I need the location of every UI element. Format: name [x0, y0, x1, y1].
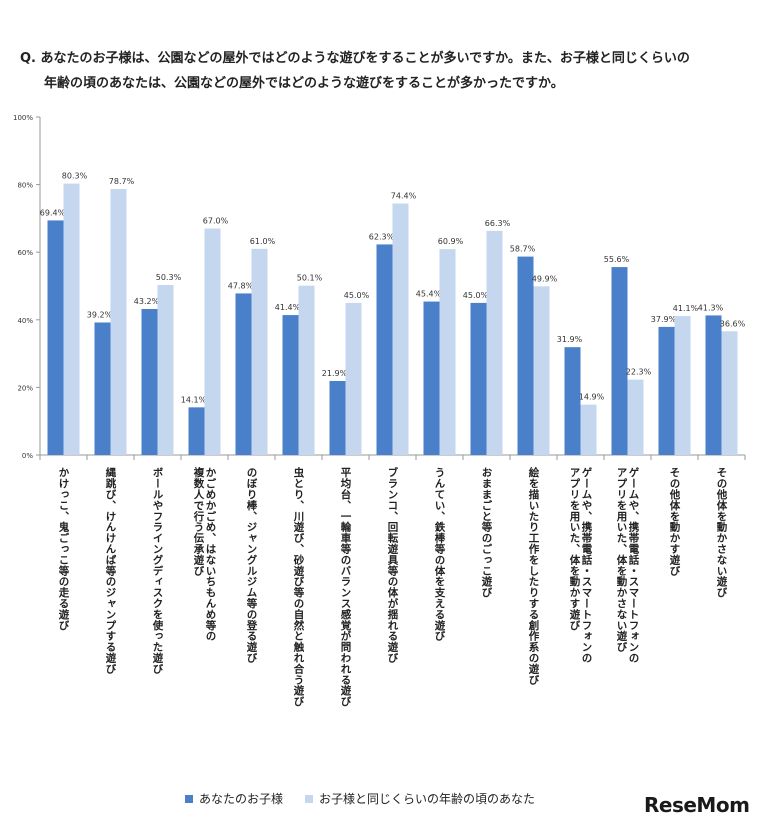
- data-label-children: 41.4%: [275, 303, 301, 312]
- y-tick-label: 20%: [17, 384, 33, 392]
- data-label-parents: 67.0%: [203, 217, 229, 226]
- category-label: ゲームや、携帯電話・スマートフォンの: [628, 466, 640, 663]
- bar-children: [376, 244, 393, 455]
- data-label-parents: 49.9%: [532, 274, 558, 283]
- legend-swatch-parents: [305, 794, 314, 803]
- category-label: のぼり棒、ジャングルジム等の登る遊び: [246, 467, 258, 664]
- bar-parents: [674, 316, 691, 455]
- bar-parents: [251, 248, 268, 455]
- bar-children: [517, 256, 534, 455]
- category-label: かごめかごめ、はないちもんめ等の: [205, 467, 217, 641]
- category-label: 平均台、一輪車等のバランス感覚が問われる遊び: [340, 467, 352, 707]
- y-tick-label: 80%: [17, 182, 33, 190]
- category-label: うんてい、鉄棒等の体を支える遊び: [434, 467, 446, 642]
- data-label-children: 21.9%: [322, 369, 348, 378]
- category-label: アプリを用いた、体を動かす遊び: [569, 467, 581, 631]
- bar-parents: [63, 183, 80, 455]
- bar-children: [658, 326, 675, 455]
- bar-parents: [627, 379, 644, 455]
- bar-parents: [157, 284, 174, 455]
- data-label-children: 47.8%: [228, 281, 254, 290]
- data-label-children: 58.7%: [510, 245, 536, 254]
- data-label-children: 55.6%: [604, 255, 630, 264]
- question-line-1: Q. あなたのお子様は、公園などの屋外ではどのような遊びをすることが多いですか。…: [20, 51, 690, 66]
- category-label: おままごと等のごっこ遊び: [481, 467, 493, 598]
- legend-item-parents: お子様と同じくらいの年齢の頃のあなた: [305, 790, 535, 807]
- bar-children: [235, 293, 252, 455]
- bar-parents: [298, 285, 315, 455]
- bar-children: [329, 380, 346, 455]
- resemom-logo: ReseMom: [644, 793, 750, 817]
- bar-parents: [580, 404, 597, 455]
- data-label-children: 31.9%: [557, 335, 583, 344]
- data-label-children: 41.3%: [698, 303, 724, 312]
- bar-children: [705, 315, 722, 455]
- bar-parents: [345, 302, 362, 455]
- category-label: かけっこ、鬼ごっこ等の走る遊び: [58, 467, 70, 631]
- bar-parents: [110, 188, 127, 455]
- bar-children: [611, 267, 628, 455]
- bar-parents: [721, 331, 738, 455]
- data-label-parents: 61.0%: [250, 237, 276, 246]
- bar-children: [94, 322, 111, 455]
- data-label-parents: 66.3%: [485, 219, 511, 228]
- category-label: アプリを用いた、体を動かさない遊び: [616, 467, 628, 653]
- legend-label-parents: お子様と同じくらいの年齢の頃のあなた: [319, 792, 536, 806]
- bar-children: [141, 308, 158, 455]
- category-label: ブランコ、回転遊具等の体が揺れる遊び: [387, 466, 399, 663]
- chart-legend: あなたのお子様 お子様と同じくらいの年齢の頃のあなた: [185, 790, 535, 807]
- y-tick-label: 100%: [13, 114, 33, 122]
- legend-swatch-children: [185, 794, 193, 803]
- category-label: 虫とり、川遊び、砂遊び等の自然と触れ合う遊び: [293, 466, 305, 707]
- category-label: 複数人で行う伝承遊び: [193, 466, 205, 576]
- legend-label-children: あなたのお子様: [199, 792, 284, 806]
- category-label: その他体を動かさない遊び: [716, 467, 728, 598]
- bar-children: [564, 347, 581, 455]
- data-label-parents: 60.9%: [438, 237, 464, 246]
- bar-children: [470, 302, 487, 455]
- bar-parents: [204, 228, 221, 455]
- data-label-children: 69.4%: [40, 208, 66, 217]
- data-label-children: 14.1%: [181, 395, 207, 404]
- bar-parents: [533, 286, 550, 455]
- data-label-parents: 50.1%: [297, 274, 323, 283]
- data-label-children: 45.4%: [416, 290, 442, 299]
- bar-children: [47, 220, 64, 455]
- data-label-parents: 45.0%: [344, 291, 370, 300]
- data-label-children: 37.9%: [651, 315, 677, 324]
- category-label: その他体を動かす遊び: [669, 467, 681, 576]
- category-label: ボールやフライングディスクを使った遊び: [152, 467, 164, 674]
- y-tick-label: 0%: [22, 452, 33, 460]
- bar-parents: [392, 203, 409, 455]
- data-label-parents: 74.4%: [391, 192, 417, 201]
- question-line-2: 年齢の頃のあなたは、公園などの屋外ではどのような遊びをすることが多かったですか。: [44, 76, 564, 91]
- y-tick-label: 60%: [17, 249, 33, 257]
- data-label-parents: 36.6%: [720, 319, 746, 328]
- data-label-children: 45.0%: [463, 291, 489, 300]
- bar-parents: [439, 249, 456, 455]
- category-label: ゲームや、携帯電話・スマートフォンの: [581, 466, 593, 663]
- data-label-parents: 80.3%: [62, 172, 88, 181]
- bar-children: [282, 315, 299, 455]
- bar-children: [423, 301, 440, 455]
- category-label: 絵を描いたり工作をしたりする創作系の遊び: [528, 466, 540, 685]
- data-label-parents: 22.3%: [626, 368, 652, 377]
- y-tick-label: 40%: [17, 317, 33, 325]
- question-text: Q. あなたのお子様は、公園などの屋外ではどのような遊びをすることが多いですか。…: [20, 46, 745, 96]
- bar-parents: [486, 230, 503, 455]
- bar-children: [188, 407, 205, 455]
- category-label: 縄跳び、けんけんぱ等のジャンプする遊び: [105, 466, 117, 674]
- data-label-children: 39.2%: [87, 311, 113, 320]
- data-label-children: 62.3%: [369, 232, 395, 241]
- data-label-parents: 78.7%: [109, 177, 135, 186]
- data-label-parents: 50.3%: [156, 273, 182, 282]
- data-label-children: 43.2%: [134, 297, 160, 306]
- data-label-parents: 41.1%: [673, 304, 699, 313]
- legend-item-children: あなたのお子様: [185, 790, 283, 807]
- data-label-parents: 14.9%: [579, 393, 605, 402]
